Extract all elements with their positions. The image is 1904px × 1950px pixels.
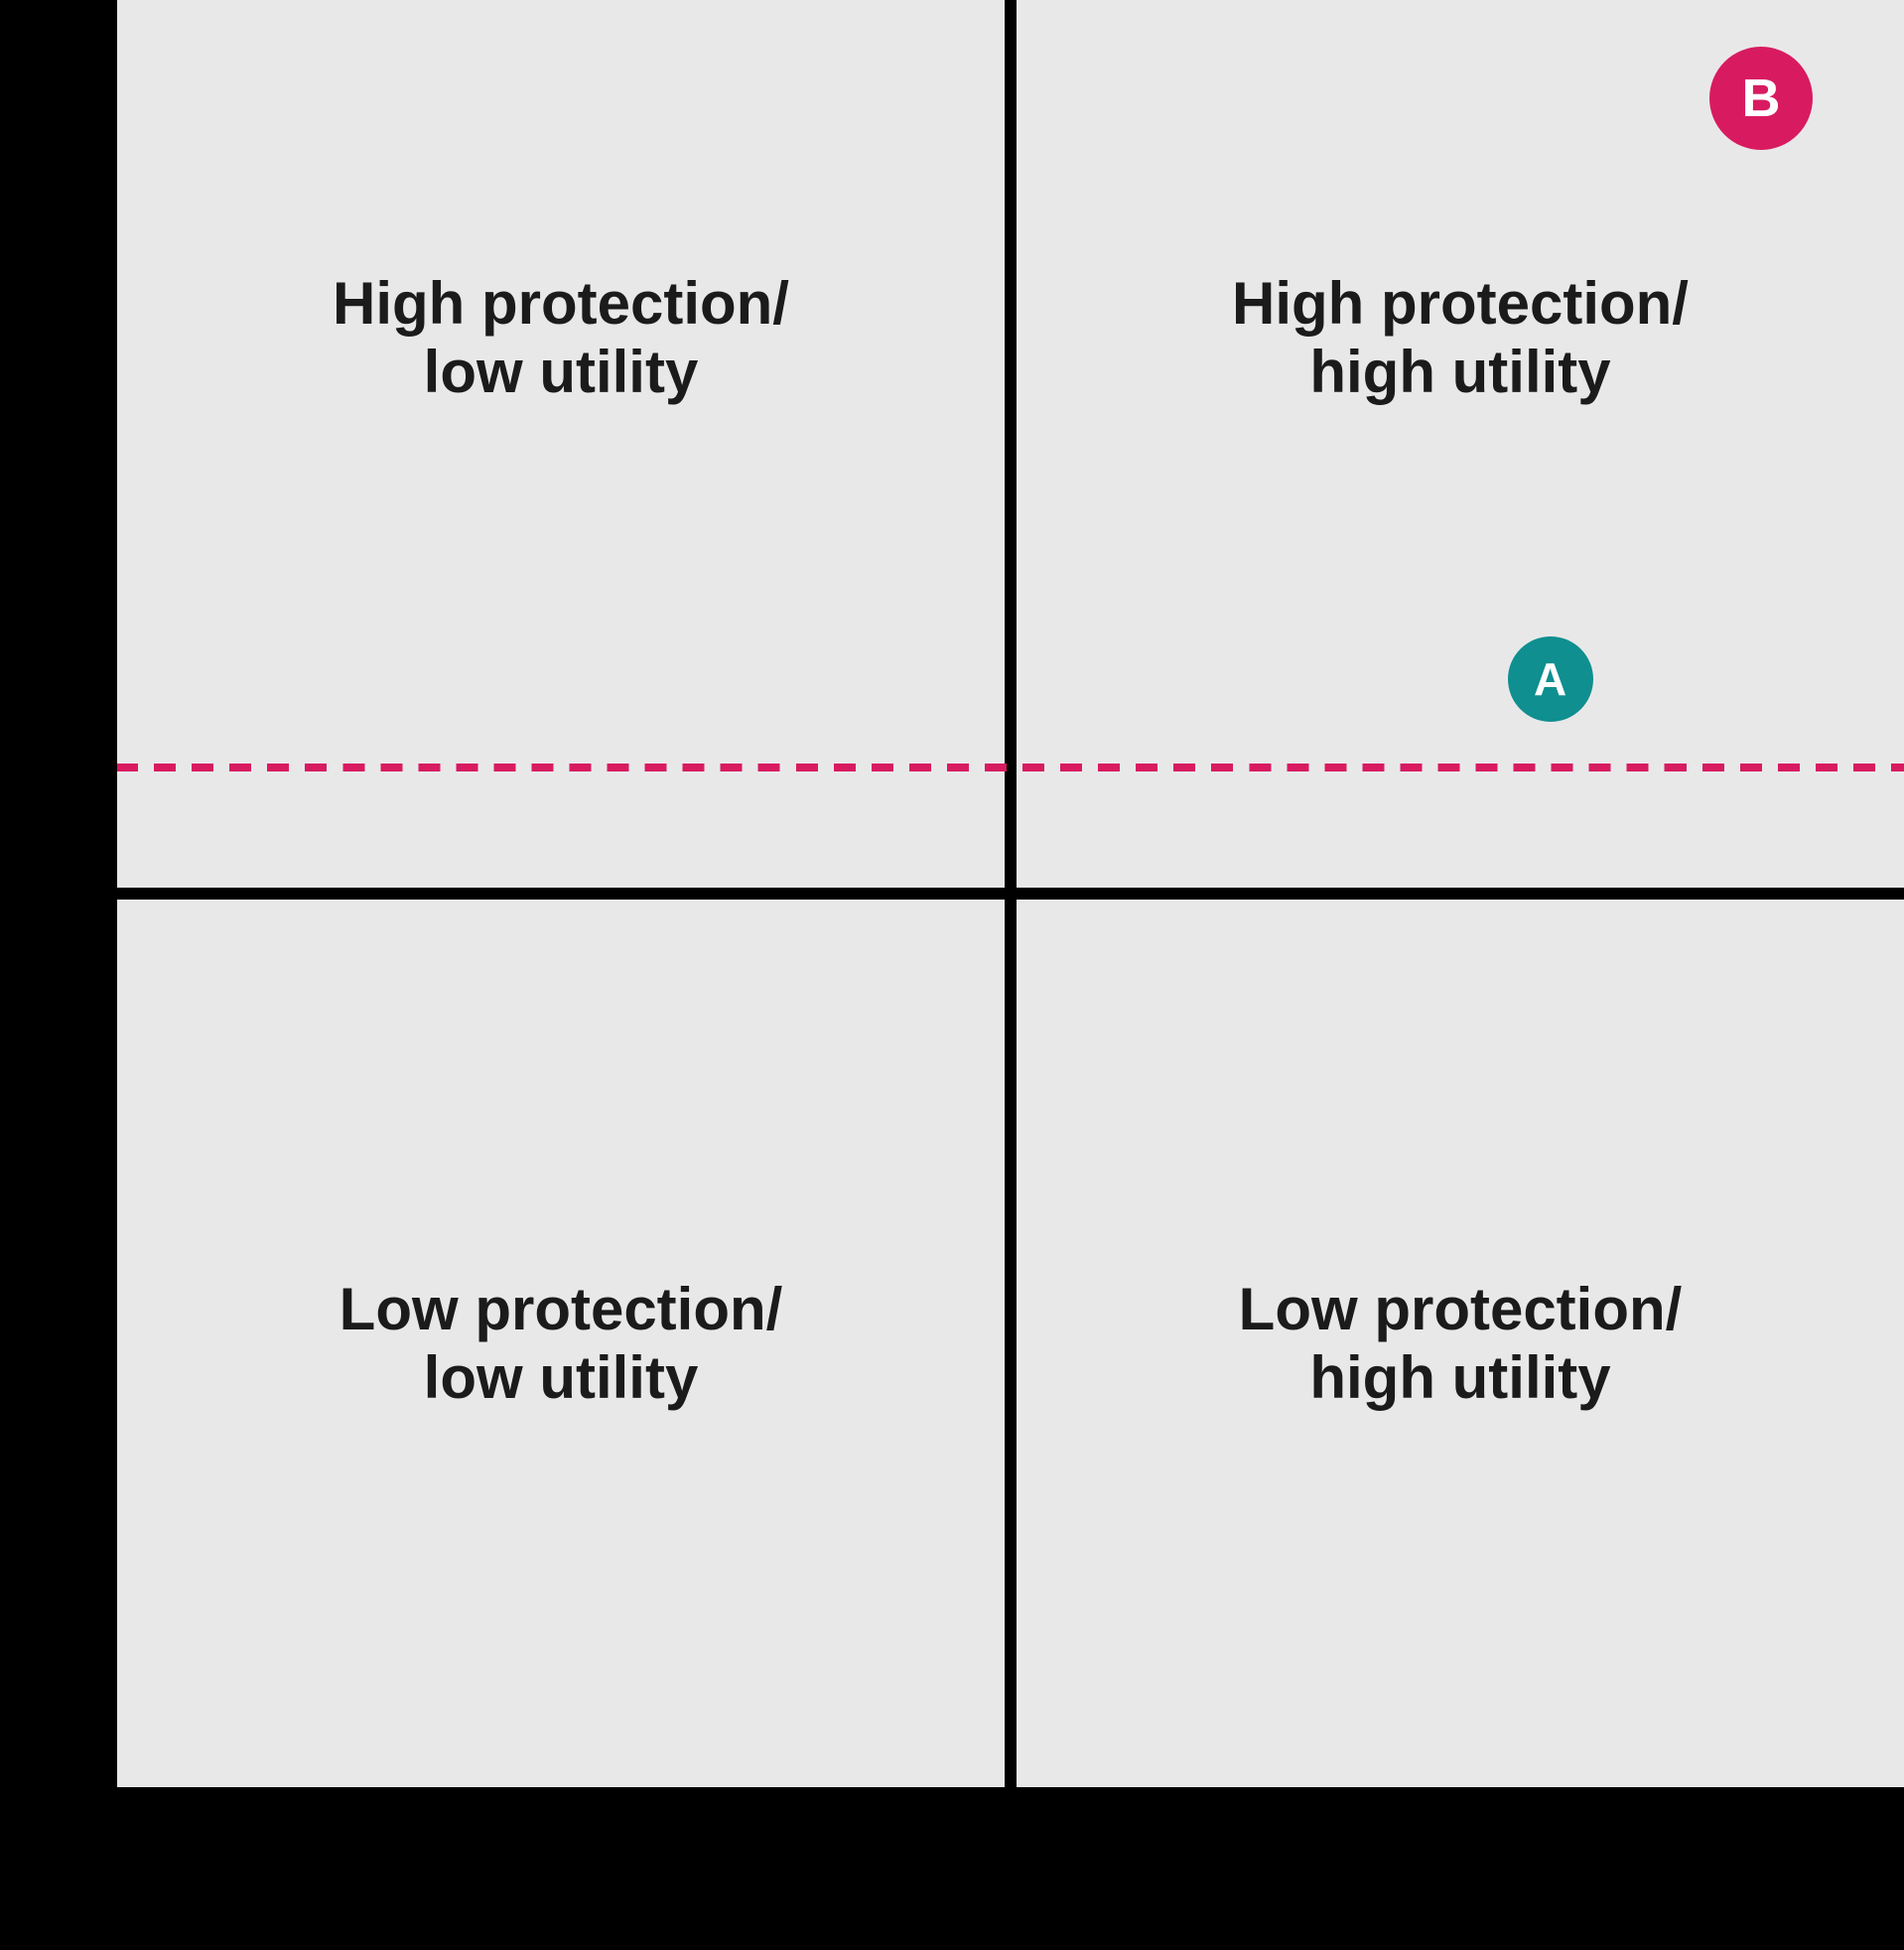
y-axis xyxy=(92,0,117,1817)
marker-a-label: A xyxy=(1534,652,1566,706)
quadrant-label-bottom-left: Low protection/ low utility xyxy=(117,1275,1005,1412)
marker-b-label: B xyxy=(1742,68,1781,129)
quadrant-bottom-right: Low protection/ high utility xyxy=(1017,900,1904,1787)
marker-b: B xyxy=(1709,47,1813,150)
quadrant-top-left: High protection/ low utility xyxy=(117,0,1005,888)
x-axis xyxy=(92,1787,1904,1817)
marker-a: A xyxy=(1508,636,1593,722)
quadrant-bottom-left: Low protection/ low utility xyxy=(117,900,1005,1787)
threshold-divider xyxy=(117,764,1904,771)
quadrant-diagram: High protection/ low utility High protec… xyxy=(0,0,1904,1950)
plot-area: High protection/ low utility High protec… xyxy=(117,0,1904,1787)
quadrant-label-top-right: High protection/ high utility xyxy=(1017,269,1904,406)
quadrant-label-bottom-right: Low protection/ high utility xyxy=(1017,1275,1904,1412)
quadrant-label-top-left: High protection/ low utility xyxy=(117,269,1005,406)
